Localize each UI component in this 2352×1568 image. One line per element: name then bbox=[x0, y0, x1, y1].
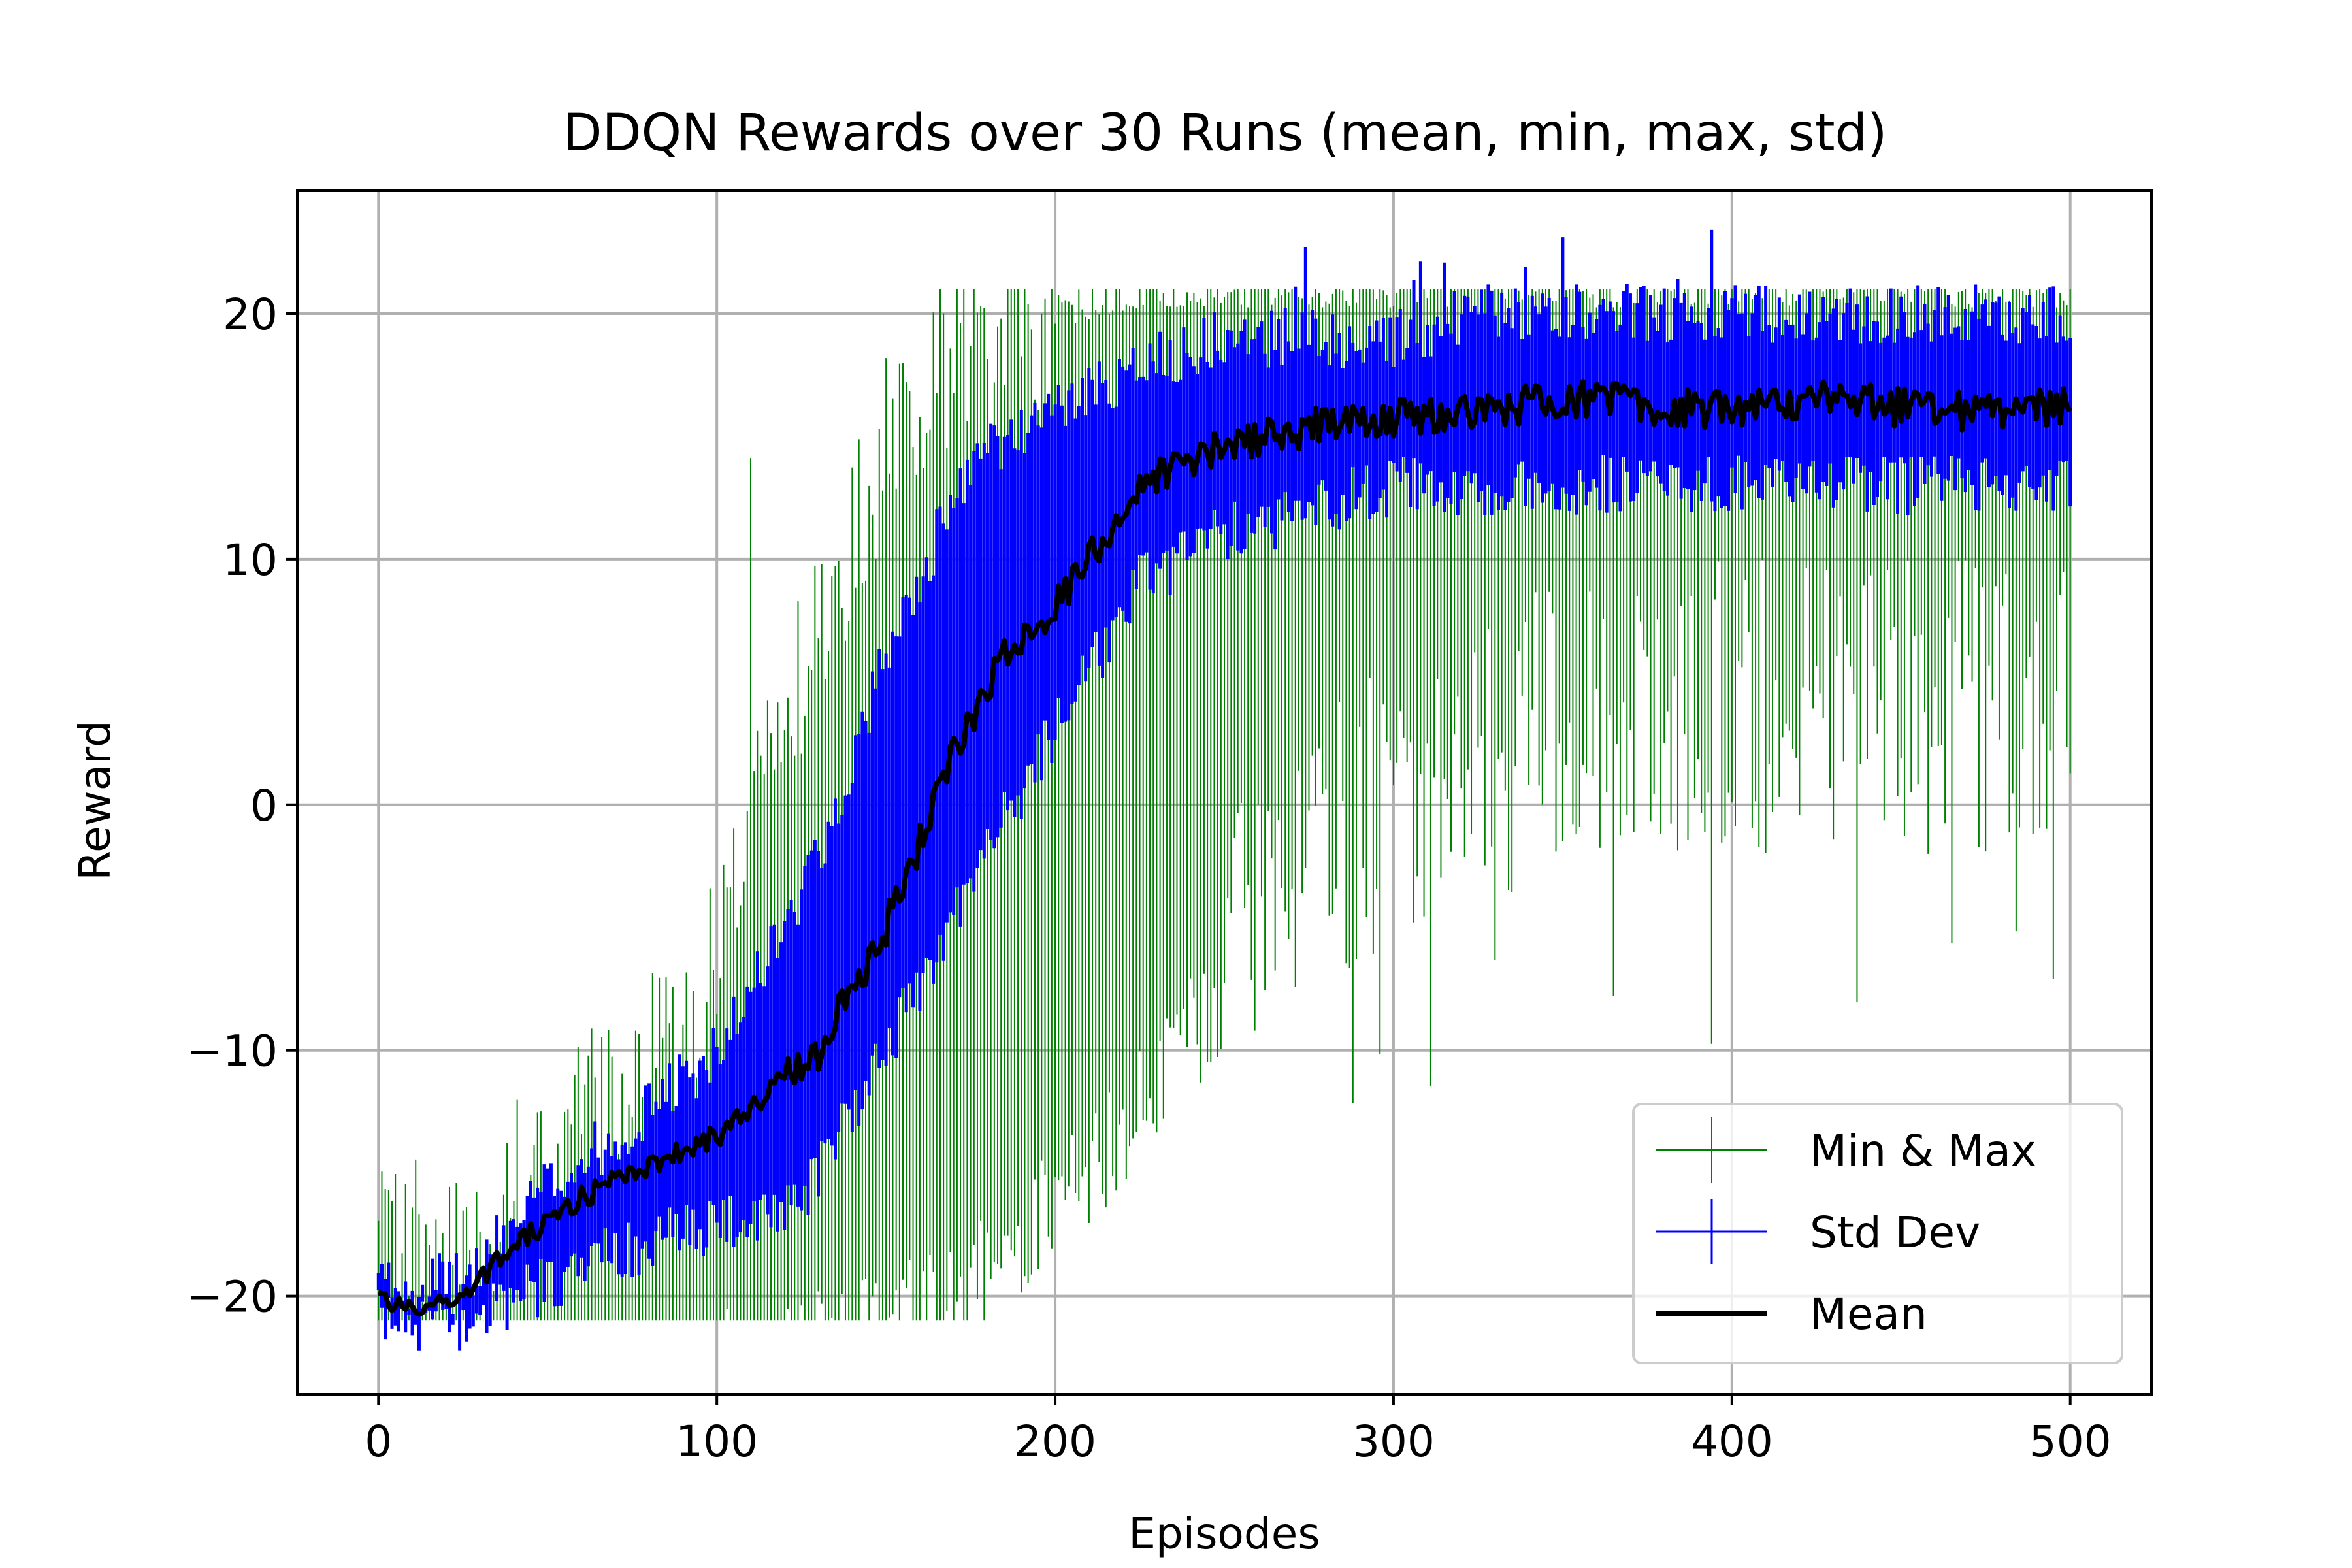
mean-line bbox=[378, 378, 2073, 1317]
y-axis-label: Reward bbox=[70, 720, 120, 881]
y-tick-label: −20 bbox=[187, 1272, 278, 1322]
x-tick-label: 300 bbox=[1352, 1416, 1435, 1467]
y-tick-label: −10 bbox=[187, 1026, 278, 1077]
y-tick-label: 20 bbox=[223, 289, 278, 340]
y-axis-ticks: −20 −10 0 10 20 bbox=[187, 289, 297, 1322]
x-tick-label: 500 bbox=[2029, 1416, 2112, 1467]
x-axis-ticks: 0 100 200 300 400 500 bbox=[365, 1394, 2112, 1467]
legend: Min & Max Std Dev Mean bbox=[1632, 1103, 2123, 1364]
x-tick-label: 200 bbox=[1014, 1416, 1096, 1467]
x-tick-label: 100 bbox=[676, 1416, 758, 1467]
legend-box bbox=[1632, 1103, 2123, 1364]
chart-title: DDQN Rewards over 30 Runs (mean, min, ma… bbox=[563, 104, 1887, 163]
legend-label-std: Std Dev bbox=[1810, 1207, 1980, 1258]
plot-frame bbox=[296, 189, 2153, 1396]
legend-label-mean: Mean bbox=[1810, 1289, 1927, 1339]
legend-label-minmax: Min & Max bbox=[1810, 1126, 2036, 1176]
x-tick-label: 400 bbox=[1691, 1416, 1773, 1467]
std-dev-bars bbox=[376, 229, 2072, 1351]
x-tick-label: 0 bbox=[365, 1416, 392, 1467]
y-tick-label: 10 bbox=[223, 535, 278, 585]
y-tick-label: 0 bbox=[250, 781, 278, 831]
x-axis-label: Episodes bbox=[1128, 1509, 1320, 1559]
